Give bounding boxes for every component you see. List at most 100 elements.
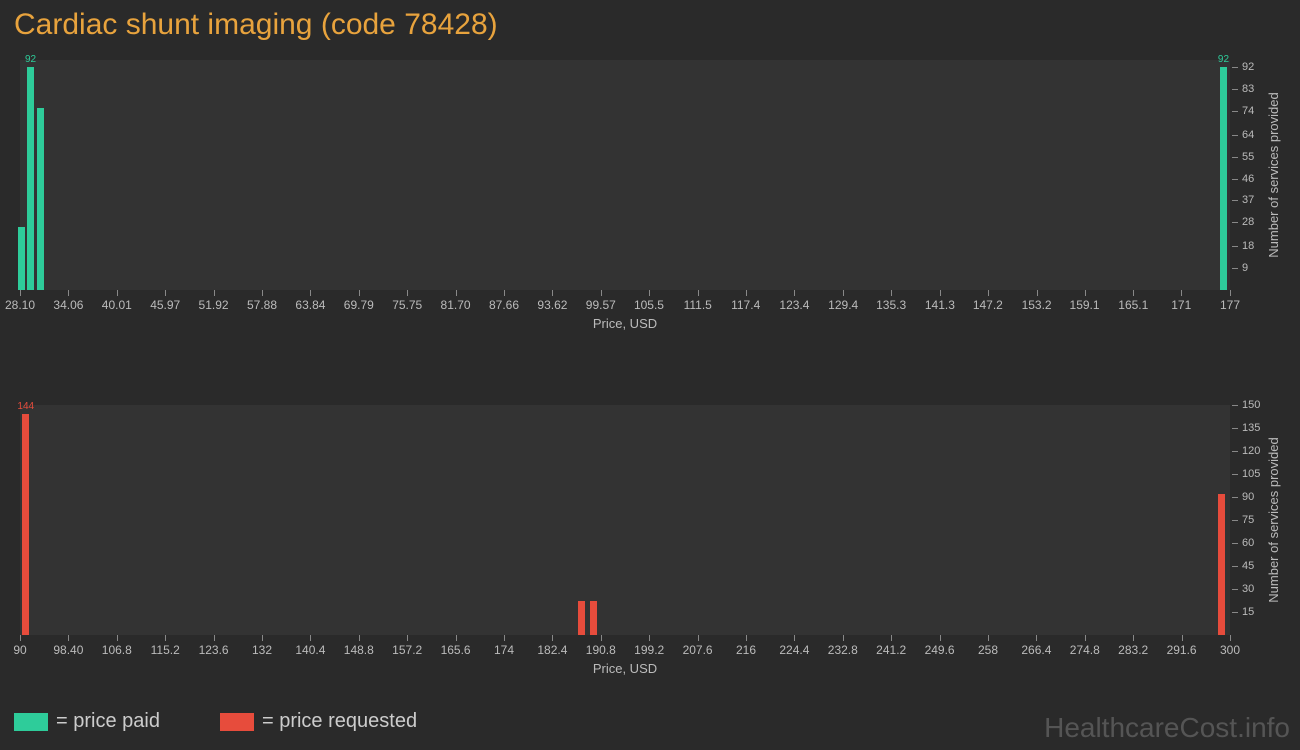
x-tick — [165, 635, 166, 641]
x-axis-requested: Price, USD 9098.40106.8115.2123.6132140.… — [20, 635, 1230, 675]
x-tick — [165, 290, 166, 296]
bar — [590, 601, 597, 635]
bar — [22, 414, 29, 635]
x-tick-label: 40.01 — [102, 298, 132, 312]
x-tick-label: 129.4 — [828, 298, 858, 312]
y-tick — [1232, 405, 1238, 406]
x-tick — [68, 290, 69, 296]
x-tick-label: 140.4 — [295, 643, 325, 657]
x-tick — [794, 290, 795, 296]
x-tick — [456, 635, 457, 641]
x-tick-label: 105.5 — [634, 298, 664, 312]
y-tick-label: 83 — [1242, 83, 1254, 95]
x-tick-label: 69.79 — [344, 298, 374, 312]
y-tick — [1232, 566, 1238, 567]
x-tick — [1085, 635, 1086, 641]
x-tick — [359, 635, 360, 641]
plot-area-paid: 9292 — [20, 60, 1230, 290]
y-tick — [1232, 89, 1238, 90]
x-tick-label: 34.06 — [53, 298, 83, 312]
y-tick-label: 55 — [1242, 151, 1254, 163]
x-tick — [649, 290, 650, 296]
x-tick-label: 266.4 — [1021, 643, 1051, 657]
x-axis-label: Price, USD — [20, 661, 1230, 676]
x-tick-label: 153.2 — [1022, 298, 1052, 312]
x-tick-label: 115.2 — [151, 643, 180, 657]
x-tick — [1230, 635, 1231, 641]
bar-value-label: 92 — [25, 54, 36, 65]
y-tick — [1232, 179, 1238, 180]
x-tick-label: 111.5 — [684, 298, 712, 312]
x-tick-label: 123.6 — [199, 643, 229, 657]
legend-label-paid: = price paid — [56, 710, 160, 733]
x-tick-label: 90 — [13, 643, 26, 657]
x-tick-label: 300 — [1220, 643, 1240, 657]
y-tick — [1232, 157, 1238, 158]
x-tick-label: 199.2 — [634, 643, 664, 657]
x-tick — [407, 635, 408, 641]
x-tick-label: 93.62 — [537, 298, 567, 312]
x-tick-label: 241.2 — [876, 643, 906, 657]
y-tick-label: 9 — [1242, 262, 1248, 274]
x-tick-label: 291.6 — [1167, 643, 1197, 657]
x-tick-label: 98.40 — [53, 643, 83, 657]
bar — [578, 601, 585, 635]
y-tick — [1232, 451, 1238, 452]
x-tick — [746, 635, 747, 641]
plot-area-requested: 144 — [20, 405, 1230, 635]
x-tick — [891, 290, 892, 296]
chart-price-paid: 9292 Price, USD 28.1034.0640.0145.9751.9… — [14, 50, 1272, 350]
x-tick-label: 224.4 — [779, 643, 809, 657]
x-tick-label: 75.75 — [392, 298, 422, 312]
x-tick — [214, 290, 215, 296]
y-tick — [1232, 589, 1238, 590]
x-tick-label: 63.84 — [295, 298, 325, 312]
y-tick — [1232, 246, 1238, 247]
x-tick — [601, 290, 602, 296]
x-tick — [117, 290, 118, 296]
x-tick-label: 148.8 — [344, 643, 374, 657]
x-tick-label: 117.4 — [731, 298, 760, 312]
swatch-paid — [14, 713, 48, 731]
y-tick-label: 60 — [1242, 537, 1254, 549]
x-tick-label: 174 — [494, 643, 514, 657]
y-tick — [1232, 135, 1238, 136]
x-tick — [1230, 290, 1231, 296]
y-tick — [1232, 67, 1238, 68]
swatch-requested — [220, 713, 254, 731]
x-tick — [601, 635, 602, 641]
bar — [1218, 494, 1225, 635]
x-tick-label: 123.4 — [779, 298, 809, 312]
x-tick — [746, 290, 747, 296]
x-tick — [262, 635, 263, 641]
y-axis-label: Number of services provided — [1266, 405, 1281, 635]
x-tick — [843, 635, 844, 641]
x-tick — [68, 635, 69, 641]
x-tick — [117, 635, 118, 641]
y-tick-label: 92 — [1242, 61, 1254, 73]
x-tick — [262, 290, 263, 296]
x-tick-label: 141.3 — [925, 298, 955, 312]
y-tick — [1232, 200, 1238, 201]
bar — [37, 108, 44, 290]
x-tick-label: 216 — [736, 643, 756, 657]
x-axis-paid: Price, USD 28.1034.0640.0145.9751.9257.8… — [20, 290, 1230, 330]
bar — [27, 67, 34, 290]
x-tick — [214, 635, 215, 641]
x-tick — [1133, 290, 1134, 296]
x-tick — [940, 290, 941, 296]
x-tick — [359, 290, 360, 296]
y-tick-label: 135 — [1242, 422, 1260, 434]
y-tick-label: 105 — [1242, 468, 1260, 480]
x-tick — [1037, 290, 1038, 296]
x-tick-label: 258 — [978, 643, 998, 657]
x-tick — [988, 635, 989, 641]
x-tick — [988, 290, 989, 296]
x-tick — [1182, 635, 1183, 641]
y-tick-label: 30 — [1242, 583, 1254, 595]
y-tick — [1232, 222, 1238, 223]
x-tick-label: 135.3 — [876, 298, 906, 312]
x-tick-label: 28.10 — [5, 298, 35, 312]
x-tick-label: 283.2 — [1118, 643, 1148, 657]
y-tick-label: 28 — [1242, 216, 1254, 228]
